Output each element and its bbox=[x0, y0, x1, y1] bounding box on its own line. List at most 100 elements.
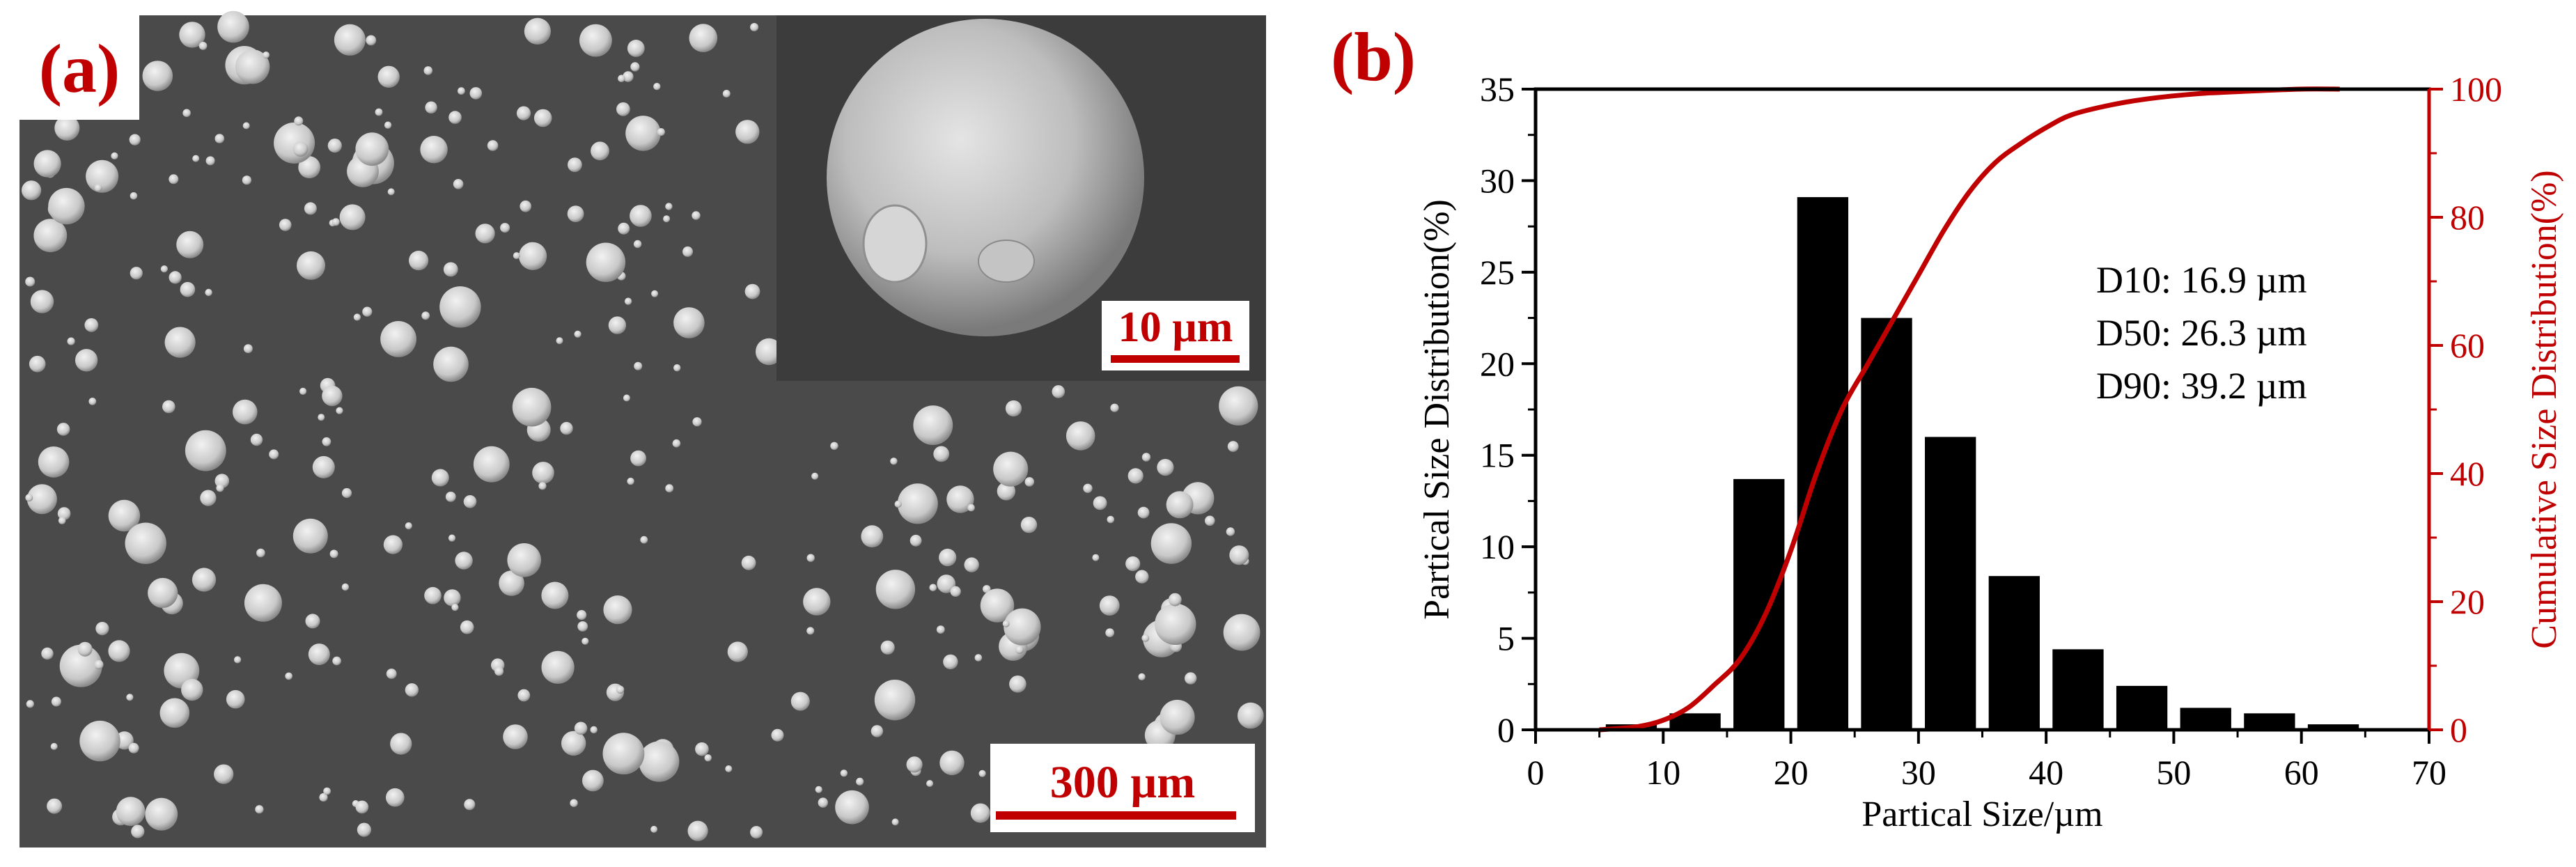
powder-particle bbox=[616, 685, 625, 694]
bar bbox=[2244, 713, 2295, 730]
powder-particle bbox=[673, 364, 681, 372]
powder-particle bbox=[1227, 441, 1239, 452]
powder-particle bbox=[116, 797, 146, 827]
powder-particle bbox=[590, 726, 598, 734]
y-tick-label: 35 bbox=[1480, 70, 1515, 109]
powder-particle bbox=[431, 469, 449, 487]
powder-particle bbox=[806, 627, 815, 635]
powder-particle bbox=[574, 721, 588, 735]
powder-particle bbox=[1015, 646, 1024, 654]
powder-particle bbox=[1127, 468, 1143, 484]
powder-particle bbox=[448, 534, 456, 542]
powder-particle bbox=[269, 449, 279, 460]
powder-particle bbox=[695, 742, 709, 756]
powder-particle bbox=[630, 62, 640, 72]
powder-particle bbox=[727, 641, 748, 662]
y2-tick-label: 100 bbox=[2450, 70, 2502, 109]
powder-particle bbox=[630, 205, 652, 227]
powder-particle bbox=[38, 446, 70, 478]
powder-particle bbox=[894, 500, 902, 508]
powder-particle bbox=[448, 111, 462, 124]
powder-particle bbox=[444, 589, 461, 607]
powder-particle bbox=[910, 534, 922, 547]
powder-particle bbox=[353, 313, 361, 321]
powder-particle bbox=[336, 407, 343, 414]
powder-particle bbox=[131, 825, 145, 838]
powder-particle bbox=[756, 338, 783, 366]
powder-particle bbox=[533, 109, 552, 127]
powder-particle bbox=[692, 417, 702, 427]
powder-particle bbox=[561, 731, 586, 756]
powder-particle bbox=[673, 307, 705, 338]
powder-particle bbox=[41, 647, 54, 660]
powder-particle bbox=[95, 622, 109, 636]
powder-particle bbox=[936, 625, 945, 634]
powder-particle bbox=[433, 346, 469, 382]
powder-particle bbox=[933, 446, 950, 462]
bars bbox=[1605, 197, 2359, 731]
powder-particle bbox=[129, 134, 141, 146]
x-tick-label: 60 bbox=[2284, 753, 2319, 792]
y-tick-label: 15 bbox=[1480, 436, 1515, 475]
powder-particle bbox=[1002, 620, 1010, 627]
powder-particle bbox=[512, 387, 552, 427]
powder-particle bbox=[108, 640, 130, 662]
powder-particle bbox=[88, 398, 97, 405]
powder-particle bbox=[297, 251, 325, 280]
y2-tick-label: 80 bbox=[2450, 198, 2485, 237]
powder-particle bbox=[179, 22, 205, 48]
powder-particle bbox=[581, 637, 589, 645]
powder-particle bbox=[162, 400, 175, 414]
powder-particle bbox=[130, 192, 138, 200]
powder-particle bbox=[145, 797, 178, 831]
powder-particle bbox=[1009, 675, 1027, 693]
powder-particle bbox=[943, 654, 958, 670]
powder-particle bbox=[192, 155, 200, 162]
powder-particle bbox=[861, 525, 884, 548]
powder-particle bbox=[21, 180, 42, 201]
powder-particle bbox=[880, 640, 895, 655]
powder-particle bbox=[30, 290, 54, 313]
powder-particle bbox=[57, 507, 71, 520]
powder-particle bbox=[725, 765, 733, 772]
powder-particle bbox=[126, 694, 134, 701]
powder-particle bbox=[616, 102, 630, 116]
powder-particle bbox=[176, 231, 204, 258]
y-tick-label: 20 bbox=[1480, 344, 1515, 383]
powder-particle bbox=[1005, 400, 1022, 417]
powder-particle bbox=[341, 583, 350, 591]
axes: 0 10 20 30 40 50 60 700510152025303502040608010… bbox=[1480, 70, 2502, 792]
powder-particle bbox=[1020, 517, 1038, 533]
powder-particle bbox=[577, 610, 587, 620]
d10-annotation: D10: 16.9 µm bbox=[2096, 259, 2307, 301]
powder-particle bbox=[453, 179, 464, 189]
bar bbox=[2180, 708, 2231, 730]
powder-particle bbox=[1160, 699, 1195, 735]
powder-particle bbox=[978, 770, 986, 777]
powder-particle bbox=[524, 17, 552, 45]
powder-particle bbox=[420, 136, 448, 164]
y2-tick-label: 0 bbox=[2450, 710, 2467, 749]
powder-particle bbox=[513, 252, 520, 260]
powder-particle bbox=[460, 620, 474, 634]
powder-particle bbox=[735, 120, 760, 144]
cumulative-curve bbox=[1599, 86, 2340, 733]
powder-particle bbox=[205, 156, 215, 166]
powder-particle bbox=[463, 495, 477, 508]
powder-particle bbox=[323, 787, 331, 795]
y-tick-label: 30 bbox=[1480, 161, 1515, 200]
powder-particle bbox=[75, 349, 98, 372]
powder-particle bbox=[608, 316, 627, 334]
powder-particle bbox=[627, 40, 645, 57]
inset-scale-bar bbox=[1111, 355, 1240, 363]
powder-particle bbox=[226, 689, 245, 709]
powder-particle bbox=[623, 71, 634, 82]
powder-particle bbox=[169, 271, 182, 284]
powder-particle bbox=[560, 421, 573, 435]
powder-particle bbox=[94, 659, 104, 670]
bar bbox=[1733, 478, 1785, 730]
powder-particle bbox=[214, 134, 225, 143]
main-scale-label: 300 µm bbox=[1050, 757, 1196, 808]
x-axis-label: Partical Size/µm bbox=[1861, 795, 2102, 834]
powder-particle bbox=[318, 414, 325, 421]
